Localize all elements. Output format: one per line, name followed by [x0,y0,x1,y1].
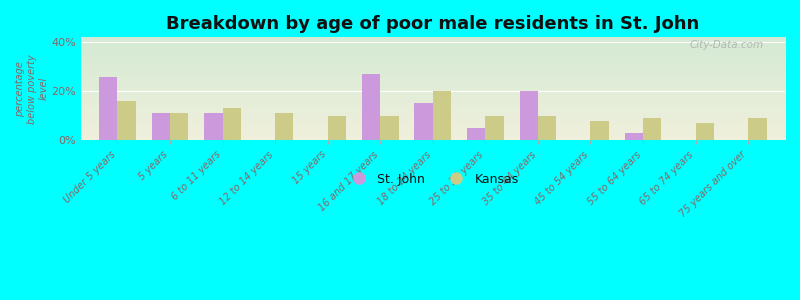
Bar [328,116,346,140]
Bar [99,76,118,140]
Bar [151,113,170,140]
Bar [118,101,136,140]
Bar [362,74,380,140]
Text: City-Data.com: City-Data.com [690,40,764,50]
Bar [433,91,451,140]
Bar [643,118,662,140]
Bar [467,128,486,140]
Bar [170,113,188,140]
Bar [519,91,538,140]
Title: Breakdown by age of poor male residents in St. John: Breakdown by age of poor male residents … [166,15,699,33]
Bar [696,123,714,140]
Bar [590,121,609,140]
Bar [748,118,766,140]
Bar [380,116,398,140]
Bar [625,133,643,140]
Bar [538,116,556,140]
Bar [204,113,222,140]
Bar [222,108,241,140]
Bar [275,113,294,140]
Bar [486,116,504,140]
Y-axis label: percentage
below poverty
level: percentage below poverty level [15,54,48,124]
Bar [414,103,433,140]
Legend: St. John, Kansas: St. John, Kansas [341,167,525,190]
